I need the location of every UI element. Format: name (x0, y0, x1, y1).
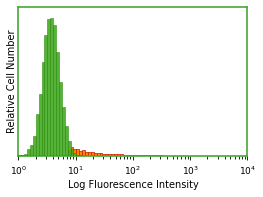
Bar (149, 155, 152, 156)
Bar (103, 153, 105, 156)
Bar (68, 141, 70, 156)
Bar (79, 155, 82, 156)
Bar (111, 154, 114, 156)
Bar (53, 25, 56, 156)
Bar (82, 151, 85, 156)
Bar (24, 153, 27, 156)
Bar (94, 153, 97, 156)
Bar (91, 152, 94, 156)
Bar (30, 145, 33, 156)
Bar (76, 149, 79, 156)
Bar (134, 155, 137, 156)
X-axis label: Log Fluorescence Intensity: Log Fluorescence Intensity (68, 180, 198, 190)
Bar (132, 155, 134, 156)
Bar (73, 149, 76, 156)
Bar (123, 155, 126, 156)
Bar (56, 52, 59, 156)
Bar (117, 154, 120, 156)
Bar (39, 94, 42, 156)
Bar (65, 126, 68, 156)
Bar (36, 114, 39, 156)
Bar (70, 149, 73, 156)
Bar (85, 152, 88, 156)
Bar (129, 155, 132, 156)
Bar (18, 155, 21, 156)
Bar (21, 155, 24, 156)
Bar (59, 82, 62, 156)
Bar (140, 155, 143, 156)
Bar (105, 154, 108, 156)
Bar (114, 154, 117, 156)
Bar (70, 147, 73, 156)
Bar (47, 19, 50, 156)
Bar (97, 153, 99, 156)
Bar (68, 150, 70, 156)
Bar (44, 35, 47, 156)
Bar (163, 155, 166, 156)
Bar (120, 154, 123, 156)
Bar (42, 62, 44, 156)
Bar (108, 154, 111, 156)
Bar (33, 136, 36, 156)
Bar (27, 149, 30, 156)
Bar (155, 155, 158, 156)
Bar (62, 107, 65, 156)
Bar (76, 155, 79, 156)
Bar (160, 155, 163, 156)
Bar (152, 155, 155, 156)
Bar (143, 155, 146, 156)
Bar (88, 151, 91, 156)
Bar (126, 155, 129, 156)
Bar (146, 155, 149, 156)
Bar (79, 151, 82, 156)
Bar (73, 153, 76, 156)
Bar (99, 153, 103, 156)
Bar (137, 155, 140, 156)
Y-axis label: Relative Cell Number: Relative Cell Number (7, 30, 17, 133)
Bar (158, 155, 160, 156)
Bar (50, 18, 53, 156)
